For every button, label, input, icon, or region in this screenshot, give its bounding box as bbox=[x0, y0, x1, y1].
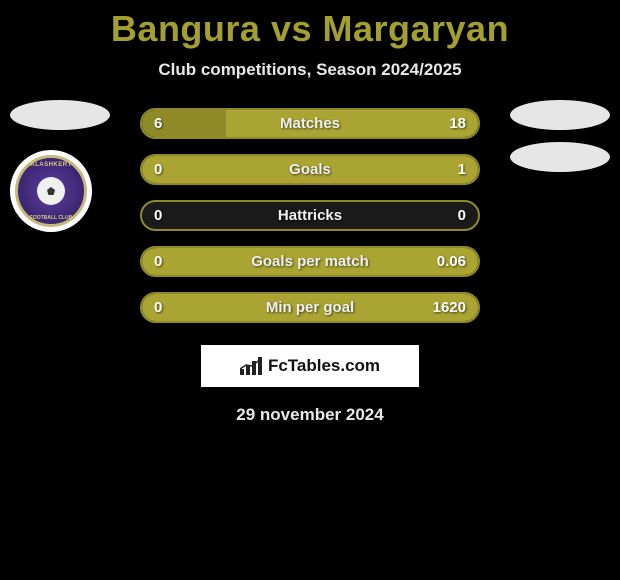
bar-chart-icon bbox=[240, 357, 262, 375]
stat-value-left: 0 bbox=[154, 299, 162, 316]
stat-label: Goals bbox=[289, 161, 331, 178]
stat-value-right: 1620 bbox=[433, 299, 466, 316]
stat-bar-row: 0 Goals per match 0.06 bbox=[140, 246, 480, 277]
comparison-title: Bangura vs Margaryan bbox=[0, 0, 620, 50]
club-avatar-placeholder bbox=[510, 142, 610, 172]
club-badge-inner: ALASHKERT FOOTBALL CLUB bbox=[15, 155, 87, 227]
stat-bars-container: 6 Matches 18 0 Goals 1 0 Hattricks 0 0 Goals per m… bbox=[140, 108, 480, 323]
club-badge-alashkert: ALASHKERT FOOTBALL CLUB bbox=[10, 150, 92, 232]
stat-label: Min per goal bbox=[266, 299, 354, 316]
avatars-left-column: ALASHKERT FOOTBALL CLUB bbox=[10, 100, 110, 232]
comparison-main: ALASHKERT FOOTBALL CLUB 6 Matches 18 0 Goals… bbox=[0, 108, 620, 323]
player-avatar-placeholder bbox=[510, 100, 610, 130]
stat-bar-row: 0 Min per goal 1620 bbox=[140, 292, 480, 323]
branding-box: FcTables.com bbox=[201, 345, 419, 387]
stat-value-right: 0.06 bbox=[437, 253, 466, 270]
branding-text: FcTables.com bbox=[268, 356, 380, 376]
stat-value-left: 0 bbox=[154, 161, 162, 178]
stat-label: Matches bbox=[280, 115, 340, 132]
club-badge-subtext: FOOTBALL CLUB bbox=[18, 215, 84, 221]
player-avatar-placeholder bbox=[10, 100, 110, 130]
stat-bar-row: 0 Goals 1 bbox=[140, 154, 480, 185]
trend-line-icon bbox=[240, 357, 262, 371]
stat-value-left: 0 bbox=[154, 207, 162, 224]
stat-value-right: 18 bbox=[449, 115, 466, 132]
stat-bar-row: 0 Hattricks 0 bbox=[140, 200, 480, 231]
stat-value-left: 6 bbox=[154, 115, 162, 132]
stat-value-right: 1 bbox=[458, 161, 466, 178]
club-badge-name: ALASHKERT bbox=[18, 162, 84, 168]
stat-value-left: 0 bbox=[154, 253, 162, 270]
comparison-subtitle: Club competitions, Season 2024/2025 bbox=[0, 60, 620, 80]
soccer-ball-icon bbox=[37, 177, 65, 205]
avatars-right-column bbox=[510, 100, 610, 172]
stat-value-right: 0 bbox=[458, 207, 466, 224]
stat-label: Goals per match bbox=[251, 253, 369, 270]
stat-bar-row: 6 Matches 18 bbox=[140, 108, 480, 139]
stat-bar-fill-right bbox=[226, 110, 478, 137]
stat-label: Hattricks bbox=[278, 207, 342, 224]
comparison-date: 29 november 2024 bbox=[0, 405, 620, 425]
